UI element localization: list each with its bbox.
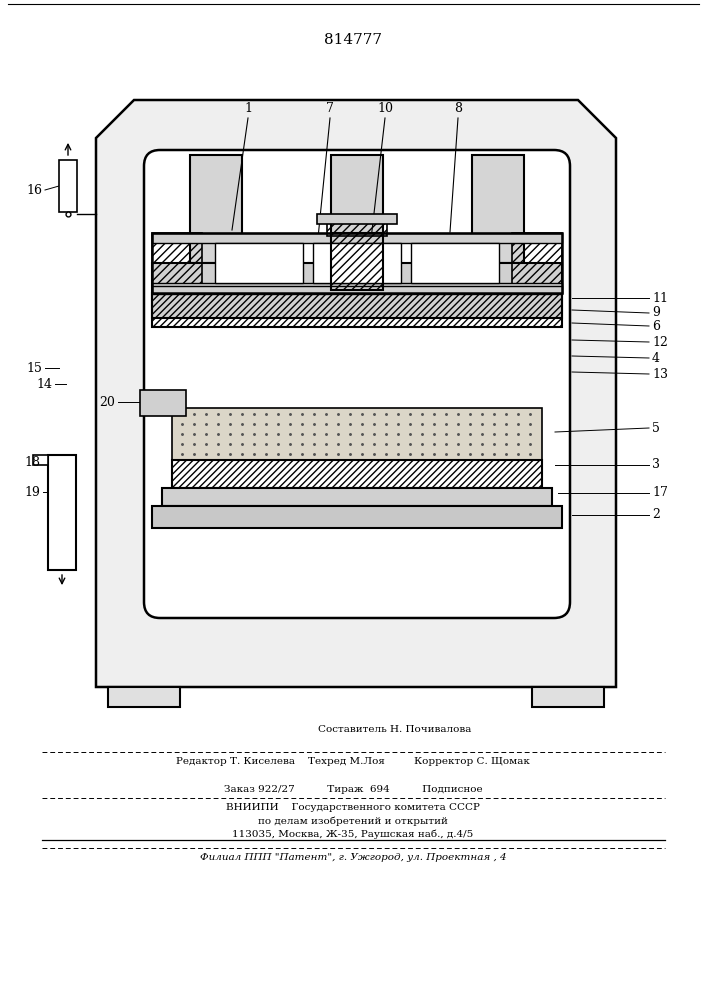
Text: 5: 5 [652,422,660,434]
Bar [152,263,562,318]
Text: 2: 2 [652,508,660,522]
Text: 20: 20 [99,395,115,408]
Text: 13: 13 [652,367,668,380]
Bar [152,283,562,293]
Bar [33,455,48,465]
FancyBboxPatch shape [144,150,570,618]
Text: 18: 18 [24,456,40,468]
Text: 8: 8 [454,102,462,114]
Polygon shape [96,100,616,687]
Bar [512,233,562,293]
Text: 19: 19 [24,486,40,498]
Bar [190,155,242,263]
Bar [215,243,303,283]
Bar [152,293,562,327]
Text: 9: 9 [652,306,660,320]
Bar [317,214,397,224]
Bar [152,233,562,293]
Text: 4: 4 [652,352,660,364]
Text: Редактор Т. Киселева    Техред М.Лоя         Корректор С. Щомак: Редактор Т. Киселева Техред М.Лоя Коррек… [176,758,530,766]
Bar [140,390,186,416]
Text: 14: 14 [36,377,52,390]
Text: по делам изобретений и открытий: по делам изобретений и открытий [258,816,448,826]
Bar [327,222,387,236]
Bar [162,488,552,506]
Bar [313,243,401,283]
Bar [472,155,524,263]
Text: 16: 16 [26,184,42,196]
Bar [172,460,542,488]
Bar [152,233,562,243]
Bar [172,408,542,460]
Text: Составитель Н. Почивалова: Составитель Н. Почивалова [318,726,472,734]
Text: 17: 17 [652,487,668,499]
Text: 6: 6 [652,320,660,332]
Bar [152,506,562,528]
Bar [152,286,562,294]
Text: ВНИИПИ    Государственного комитета СССР: ВНИИПИ Государственного комитета СССР [226,804,480,812]
Bar [152,233,202,293]
Bar [331,155,383,263]
Bar [331,233,383,290]
Text: 113035, Москва, Ж-35, Раушская наб., д.4/5: 113035, Москва, Ж-35, Раушская наб., д.4… [233,829,474,839]
Text: 15: 15 [26,361,42,374]
Bar [59,160,77,212]
Text: 12: 12 [652,336,668,349]
Text: 1: 1 [244,102,252,114]
Bar [48,455,76,570]
Text: 11: 11 [652,292,668,304]
Text: Заказ 922/27          Тираж  694          Подписное: Заказ 922/27 Тираж 694 Подписное [223,786,482,794]
Text: 3: 3 [652,458,660,472]
Text: 7: 7 [326,102,334,114]
Bar [532,687,604,707]
Text: 10: 10 [377,102,393,114]
Text: Филиал ППП "Патент", г. Ужгород, ул. Проектная , 4: Филиал ППП "Патент", г. Ужгород, ул. Про… [199,854,506,862]
Bar [108,687,180,707]
Text: 814777: 814777 [324,33,382,47]
Bar [411,243,499,283]
